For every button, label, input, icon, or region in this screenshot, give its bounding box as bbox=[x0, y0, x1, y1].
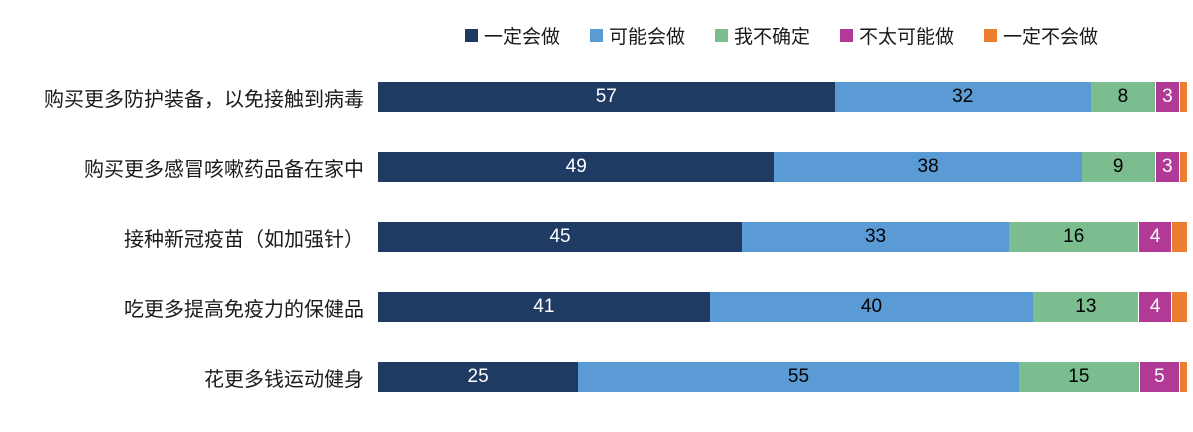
segment-value-label: 45 bbox=[549, 226, 571, 247]
bar-segment: 32 bbox=[834, 82, 1091, 112]
legend-label: 一定不会做 bbox=[1003, 27, 1099, 48]
bar-segment: 57 bbox=[378, 82, 835, 112]
legend-swatch-icon bbox=[840, 29, 853, 42]
bar-segment: 9 bbox=[1081, 152, 1155, 182]
bar-segment: 3 bbox=[1154, 152, 1179, 182]
bar-segment: 13 bbox=[1033, 292, 1139, 322]
category-label: 购买更多防护装备，以免接触到病毒 bbox=[44, 88, 364, 111]
bar-segment bbox=[1178, 152, 1187, 182]
bar-segment: 5 bbox=[1138, 362, 1179, 392]
segment-value-label: 55 bbox=[787, 366, 810, 387]
segment-value-label: 16 bbox=[1063, 226, 1085, 247]
legend-swatch-icon bbox=[464, 29, 478, 42]
stacked-bar: 45 33 16 4 bbox=[378, 222, 1187, 252]
legend-label: 我不确定 bbox=[733, 27, 810, 48]
bar-segment: 15 bbox=[1018, 362, 1139, 392]
bar-segment bbox=[1178, 362, 1187, 392]
segment-value-label: 15 bbox=[1068, 366, 1090, 387]
bar-segment: 45 bbox=[378, 222, 743, 252]
bar-segment: 49 bbox=[378, 152, 775, 182]
bar-row: 购买更多防护装备，以免接触到病毒 57 32 8 3 bbox=[0, 82, 1193, 112]
bar-segment: 33 bbox=[742, 222, 1010, 252]
segment-value-label: 4 bbox=[1149, 296, 1161, 317]
category-label: 购买更多感冒咳嗽药品备在家中 bbox=[84, 158, 364, 181]
category-label: 花更多钱运动健身 bbox=[204, 368, 364, 391]
segment-value-label: 41 bbox=[533, 296, 555, 317]
bar-segment: 38 bbox=[774, 152, 1082, 182]
bar-segment: 25 bbox=[378, 362, 579, 392]
segment-value-label: 25 bbox=[467, 366, 489, 387]
stacked-bar: 49 38 9 3 bbox=[378, 152, 1187, 182]
legend-swatch-icon bbox=[984, 29, 998, 42]
stacked-bar: 57 32 8 3 bbox=[378, 82, 1187, 112]
bar-row: 吃更多提高免疫力的保健品 41 40 13 4 bbox=[0, 292, 1193, 322]
bar-segment: 8 bbox=[1090, 82, 1155, 112]
segment-value-label: 3 bbox=[1161, 156, 1173, 177]
segment-value-label: 13 bbox=[1075, 296, 1097, 317]
bar-segment: 3 bbox=[1154, 82, 1179, 112]
segment-value-label: 33 bbox=[864, 226, 887, 247]
segment-value-label: 32 bbox=[952, 86, 974, 107]
stacked-bar-chart: 一定会做 可能会做 我不确定 不太可能做 一定不会做 购买更多防护装备，以免接触到病毒 5… bbox=[44, 22, 1187, 392]
legend-label: 不太可能做 bbox=[859, 27, 955, 48]
legend-item: 可能会做 bbox=[589, 22, 685, 49]
legend-item: 不太可能做 bbox=[840, 22, 954, 49]
bar-row: 购买更多感冒咳嗽药品备在家中 49 38 9 3 bbox=[0, 152, 1193, 182]
bar-row: 接种新冠疫苗（如加强针） 45 33 16 4 bbox=[0, 222, 1193, 252]
stacked-bar: 25 55 15 5 bbox=[378, 362, 1187, 392]
bar-segment: 41 bbox=[378, 292, 710, 322]
segment-value-label: 9 bbox=[1112, 156, 1124, 177]
segment-value-label: 3 bbox=[1162, 86, 1173, 107]
category-label: 接种新冠疫苗（如加强针） bbox=[124, 228, 364, 251]
segment-value-label: 4 bbox=[1149, 226, 1161, 247]
legend-item: 一定会做 bbox=[464, 22, 560, 49]
segment-value-label: 5 bbox=[1154, 366, 1165, 387]
legend-item: 我不确定 bbox=[714, 22, 810, 49]
bar-segment bbox=[1170, 222, 1187, 252]
bar-segment: 4 bbox=[1138, 222, 1171, 252]
bar-segment: 40 bbox=[709, 292, 1034, 322]
stacked-bar: 41 40 13 4 bbox=[378, 292, 1187, 322]
bar-segment: 4 bbox=[1138, 292, 1171, 322]
segment-value-label: 49 bbox=[565, 156, 587, 177]
legend-swatch-icon bbox=[714, 29, 728, 42]
bar-segment: 16 bbox=[1009, 222, 1139, 252]
legend-label: 一定会做 bbox=[483, 27, 560, 48]
legend-item: 一定不会做 bbox=[984, 22, 1098, 49]
legend-label: 可能会做 bbox=[608, 27, 685, 48]
segment-value-label: 38 bbox=[917, 156, 939, 177]
segment-value-label: 40 bbox=[860, 296, 883, 317]
bar-segment: 55 bbox=[578, 362, 1019, 392]
bar-segment bbox=[1178, 82, 1187, 112]
segment-value-label: 57 bbox=[595, 86, 617, 107]
legend-swatch-icon bbox=[589, 29, 603, 42]
bar-row: 花更多钱运动健身 25 55 15 5 bbox=[0, 362, 1193, 392]
category-label: 吃更多提高免疫力的保健品 bbox=[124, 298, 364, 321]
bar-rows: 购买更多防护装备，以免接触到病毒 57 32 8 3 购买更多感冒咳嗽药品备在家中 49 38… bbox=[0, 82, 1193, 432]
segment-value-label: 8 bbox=[1117, 86, 1129, 107]
bar-segment bbox=[1170, 292, 1187, 322]
legend: 一定会做 可能会做 我不确定 不太可能做 一定不会做 bbox=[378, 22, 1185, 49]
